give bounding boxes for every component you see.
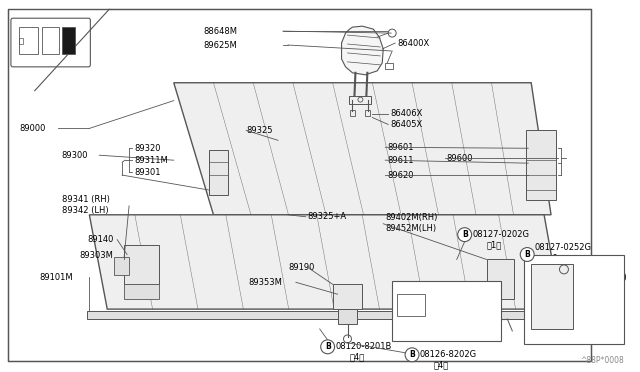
Text: 86405X: 86405X bbox=[390, 120, 422, 129]
Bar bbox=[365, 109, 371, 116]
Bar bbox=[19, 38, 23, 44]
Bar bbox=[351, 109, 355, 116]
Bar bbox=[42, 27, 59, 54]
Circle shape bbox=[520, 247, 534, 262]
Text: 08127-0252G: 08127-0252G bbox=[534, 243, 591, 252]
Text: 89620: 89620 bbox=[387, 171, 413, 180]
Text: 89342 (LH): 89342 (LH) bbox=[61, 206, 108, 215]
Bar bbox=[124, 284, 159, 299]
Text: （1）: （1） bbox=[486, 240, 502, 249]
Text: B9395M(LH): B9395M(LH) bbox=[442, 313, 489, 322]
Text: 89342+A(LH): 89342+A(LH) bbox=[569, 285, 625, 294]
Bar bbox=[124, 244, 159, 284]
Text: 89303M: 89303M bbox=[79, 251, 113, 260]
Text: 89402M(RH): 89402M(RH) bbox=[385, 213, 438, 222]
Text: GEN, EUR: GEN, EUR bbox=[442, 291, 479, 300]
Circle shape bbox=[321, 340, 335, 354]
Bar bbox=[349, 96, 371, 103]
Text: 86406X: 86406X bbox=[390, 109, 422, 118]
Text: 89000: 89000 bbox=[20, 124, 46, 133]
Polygon shape bbox=[342, 26, 383, 75]
Text: （4）: （4） bbox=[349, 352, 365, 361]
Text: 89190: 89190 bbox=[288, 263, 314, 272]
Text: 89601: 89601 bbox=[387, 143, 413, 152]
Text: 89311M: 89311M bbox=[134, 156, 168, 165]
Text: （4）: （4） bbox=[434, 360, 449, 369]
Bar bbox=[392, 281, 501, 341]
Text: B: B bbox=[462, 230, 468, 239]
Text: 89325: 89325 bbox=[246, 126, 273, 135]
Text: 89101M: 89101M bbox=[40, 273, 74, 282]
Text: 89345M(RH): 89345M(RH) bbox=[442, 302, 490, 311]
Text: 08120-8201B: 08120-8201B bbox=[335, 342, 392, 351]
Text: 89600: 89600 bbox=[447, 154, 474, 163]
Text: ^88P*0008: ^88P*0008 bbox=[580, 356, 623, 365]
Bar bbox=[333, 284, 362, 309]
Text: B: B bbox=[409, 350, 415, 359]
Circle shape bbox=[405, 348, 419, 362]
Text: 89625M: 89625M bbox=[204, 41, 237, 49]
Polygon shape bbox=[173, 83, 551, 215]
Text: 86400X: 86400X bbox=[397, 39, 429, 48]
Bar bbox=[209, 150, 228, 195]
Bar bbox=[385, 63, 393, 69]
Bar bbox=[88, 311, 549, 319]
Bar bbox=[486, 260, 515, 299]
Text: 88648M: 88648M bbox=[204, 27, 237, 36]
Bar bbox=[337, 309, 357, 324]
Bar bbox=[61, 27, 76, 54]
Text: （6）: （6） bbox=[548, 253, 563, 262]
Bar bbox=[19, 27, 38, 54]
Text: 89452M(LH): 89452M(LH) bbox=[385, 224, 436, 233]
Text: 08127-0202G: 08127-0202G bbox=[472, 230, 530, 239]
Polygon shape bbox=[90, 215, 561, 309]
Bar bbox=[524, 254, 623, 344]
Bar bbox=[526, 131, 556, 200]
Text: B: B bbox=[524, 250, 530, 259]
Text: 89140: 89140 bbox=[88, 235, 114, 244]
Text: 89341 (RH): 89341 (RH) bbox=[61, 195, 109, 204]
Text: 89341M  (RH): 89341M (RH) bbox=[569, 273, 627, 282]
Text: 89320: 89320 bbox=[134, 144, 161, 153]
Text: 89325+A: 89325+A bbox=[308, 212, 347, 221]
Text: B: B bbox=[324, 342, 330, 351]
Bar bbox=[397, 294, 425, 316]
Bar bbox=[114, 257, 129, 275]
Bar bbox=[531, 264, 573, 329]
Circle shape bbox=[458, 228, 472, 241]
Text: 89353M: 89353M bbox=[248, 278, 282, 287]
Text: 89611: 89611 bbox=[387, 156, 413, 165]
Text: 89300: 89300 bbox=[61, 151, 88, 160]
Text: 08126-8202G: 08126-8202G bbox=[420, 350, 477, 359]
Text: 89301: 89301 bbox=[134, 168, 161, 177]
